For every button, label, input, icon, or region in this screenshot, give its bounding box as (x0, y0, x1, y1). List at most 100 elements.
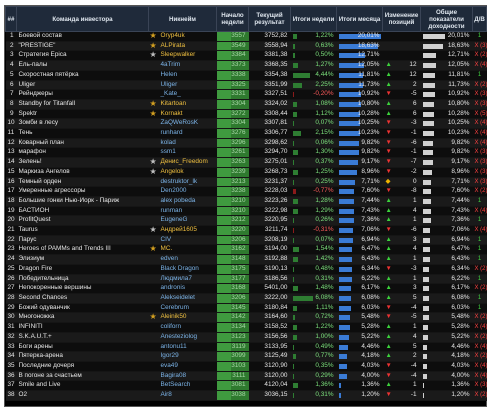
week-value: -0,31% (313, 226, 334, 234)
nickname-cell[interactable]: ★ MC. (148, 244, 217, 256)
table-row[interactable]: 16 Темный орден destruktor_lk 3213 3231,37 0,… (5, 177, 487, 188)
nickname-cell[interactable]: ★ Oryp4uk (148, 31, 217, 42)
nickname-cell[interactable]: Cerebrum (148, 303, 217, 314)
nickname-cell[interactable]: andronis (148, 283, 217, 294)
nickname-cell[interactable]: edven (148, 254, 217, 265)
arrow-up-icon: ▲ (385, 216, 392, 224)
table-row[interactable]: 10 Зомби в лесу ZaQWeRosK 3304 3307,81 0,07% 1… (5, 118, 487, 130)
rank-cell: 30 (5, 312, 17, 324)
nickname-cell[interactable]: ★ ALPirata (148, 41, 217, 52)
nickname-cell[interactable]: _Kate_ (148, 89, 217, 100)
table-row[interactable]: 38 O2 Air8 3038 3036,15 0,31% 1,20% ▼ -1 1,20% X (… (5, 390, 487, 401)
table-row[interactable]: 2 "PRESTIGE" ★ ALPirata 3549 3558,94 0,63% 18,6… (5, 41, 487, 52)
nickname-label: Uliger (160, 80, 178, 88)
nickname-cell[interactable]: alex pobeda (148, 196, 217, 207)
month-bar (338, 208, 355, 214)
nickname-cell[interactable]: ★ Денис_Freedom (148, 157, 217, 168)
star-icon: ★ (149, 50, 157, 60)
table-row[interactable]: 7 Рейнджеры _Kate_ 3331 3327,51 -0,20% 10,92% ▼… (5, 89, 487, 100)
nickname-cell[interactable]: Bagira08 (148, 371, 217, 382)
nickname-cell[interactable]: Black Dragon (148, 264, 217, 275)
table-row[interactable]: 36 В погоне за счастьем Bagira08 3111 3120,0… (5, 371, 487, 382)
table-row[interactable]: 15 Маркиза Ангелов ★ Angelok 3239 3268,73 1,25… (5, 167, 487, 178)
table-row[interactable]: 21 Taurus ★ Андрей1605 3220 3211,74 -0,31% 7,06… (5, 225, 487, 236)
table-row[interactable]: 9 Spektr ★ Kornakt 3272 3308,44 1,12% 10,28% ▲ 6 1… (5, 109, 487, 120)
nickname-cell[interactable]: 4aTrim (148, 60, 217, 71)
table-row[interactable]: 31 INFINITI coliforn 3134 3158,52 1,22% 5,28% ▲… (5, 322, 487, 333)
rank-cell: 10 (5, 118, 17, 130)
nickname-cell[interactable]: eva49 (148, 361, 217, 372)
table-row[interactable]: 26 Победительница Людмила7 3177 3186,56 0,31%… (5, 274, 487, 285)
nickname-cell[interactable]: ★ Aleinik50 (148, 312, 217, 324)
nickname-cell[interactable]: ★ Sleepwalker (148, 50, 217, 62)
table-row[interactable]: 33 Боги арены antonu11 3119 3133,95 0,49% 4,46… (5, 342, 487, 353)
position-change-value: -5 (410, 90, 417, 98)
nickname-cell[interactable]: CIV (148, 235, 217, 246)
table-row[interactable]: 37 Smile and Live BetSearch 3081 4120,04 1,36… (5, 380, 487, 392)
nickname-cell[interactable]: Air8 (148, 390, 217, 401)
nickname-cell[interactable]: Den2000 (148, 186, 217, 197)
nickname-cell[interactable]: Uliger (148, 80, 217, 91)
table-row[interactable]: 27 Непокоренные вершины andronis 3168 5401,0… (5, 283, 487, 294)
table-row[interactable]: 34 Пятерка-арена Igor29 3099 3125,49 0,77% 4,1… (5, 351, 487, 362)
table-row[interactable]: 23 Heroes of PAMMs and Trends III ★ MC. 3162… (5, 244, 487, 256)
position-change-cell: ▼ -5 (382, 312, 421, 324)
table-row[interactable]: 28 Second Chances Alekseidelet 3206 3222,00 6… (5, 293, 487, 304)
table-row[interactable]: 11 Тень runhard 3276 3306,77 2,15% 10,23% ▼ -1 10… (5, 128, 487, 139)
table-row[interactable]: 1 Боевой состав ★ Oryp4uk 3557 3752,82 1,22% 20… (5, 31, 487, 42)
table-row[interactable]: 5 Скоростная пятёрка Helen 3338 3354,38 4,44%… (5, 70, 487, 81)
arrow-up-icon: ▲ (385, 284, 392, 292)
nickname-cell[interactable]: ZaQWeRosK (148, 118, 217, 130)
nickname-cell[interactable]: ★ Kitartoan (148, 99, 217, 110)
nickname-cell[interactable]: ★ Андрей1605 (148, 225, 217, 236)
week-result-cell: 1,48% (290, 283, 337, 294)
nickname-cell[interactable]: ★ Angelok (148, 167, 217, 178)
table-row[interactable]: 8 Standby for Titanfall ★ Kitartoan 3304 3324… (5, 99, 487, 110)
nickname-cell[interactable]: Igor29 (148, 351, 217, 362)
nickname-cell[interactable]: kolad (148, 138, 217, 149)
week-start-value: 3331 (231, 90, 246, 98)
table-row[interactable]: 22 Парус CIV 3206 3208,19 0,07% 6,94% ▲ 3 6,94% 1 (5, 235, 487, 246)
nickname-cell[interactable]: coliforn (148, 322, 217, 333)
table-row[interactable]: 6 Uliger Uliger 3325 3351,99 2,25% 11,73% ▲ 2 11,… (5, 80, 487, 91)
table-row[interactable]: 24 Элизиум edven 3148 3192,88 1,42% 6,43% ▲ 1 6,4… (5, 254, 487, 265)
table-row[interactable]: 3 Стратегия Epica ★ Sleepwalker 3384 3381,38 0… (5, 50, 487, 62)
week-start-cell: 3331 (216, 89, 249, 100)
nickname-cell[interactable]: Alekseidelet (148, 293, 217, 304)
total-result-cell: 1,20% (420, 390, 473, 401)
nickname-cell[interactable]: Anesteziolog (148, 332, 217, 343)
nickname-cell[interactable]: antonu11 (148, 342, 217, 353)
nickname-cell[interactable]: destruktor_lk (148, 177, 217, 188)
nickname-cell[interactable]: BetSearch (148, 380, 217, 392)
nickname-cell[interactable]: Людмила7 (148, 274, 217, 285)
team-name-cell: Скоростная пятёрка (16, 70, 149, 81)
table-row[interactable]: 14 Зелень! ★ Денис_Freedom 3263 3275,01 0,37% 9… (5, 157, 487, 168)
table-row[interactable]: 30 Многоножка ★ Aleinik50 3142 3164,60 0,72% 5,… (5, 312, 487, 324)
table-row[interactable]: 4 Ель-палы 4aTrim 3373 3368,35 1,27% 12,05% ▲ 12… (5, 60, 487, 71)
table-row[interactable]: 25 Dragon Fire Black Dragon 3175 3190,13 0,48… (5, 264, 487, 275)
week-start-value: 3261 (231, 148, 246, 156)
nickname-cell[interactable]: EugeneG (148, 215, 217, 227)
week-bar (292, 111, 297, 117)
nickname-cell[interactable]: runman (148, 206, 217, 217)
week-bar (292, 344, 295, 350)
table-row[interactable]: 13 марафон ssm1 3261 3294,70 1,30% 9,82% ▼ -1 9,8… (5, 147, 487, 159)
arrow-down-icon: ▼ (385, 138, 392, 146)
dv-cell: X (4) (472, 371, 487, 382)
nickname-cell[interactable]: runhard (148, 128, 217, 139)
nickname-cell[interactable]: ★ Kornakt (148, 109, 217, 120)
table-row[interactable]: 20 ProfitQuest EugeneG 3212 3220,95 0,26% 7,36… (5, 215, 487, 227)
position-change-value: -1 (410, 148, 417, 156)
table-row[interactable]: 17 Умеренные агрессоры Den2000 3238 3228,03 -… (5, 186, 487, 197)
table-row[interactable]: 12 Коварный план kolad 3296 3298,62 0,06% 9,82… (5, 138, 487, 149)
table-row[interactable]: 29 Божий одуванчик Cerebrum 3145 3180,84 1,11… (5, 303, 487, 314)
table-row[interactable]: 32 S.K.A.U.T.+ Anesteziolog 3123 3156,56 1,00… (5, 332, 487, 343)
nickname-cell[interactable]: ssm1 (148, 147, 217, 159)
table-row[interactable]: 35 Последние дочеря eva49 3103 3120,90 0,35% 4… (5, 361, 487, 372)
current-result-cell: 3133,95 (248, 342, 291, 353)
nickname-cell[interactable]: Helen (148, 70, 217, 81)
month-value: 20,01% (357, 32, 380, 39)
table-row[interactable]: 19 БАСТИОН runman 3210 3222,98 1,29% 7,43% ▲ 4 7,… (5, 206, 487, 217)
table-row[interactable]: 18 Большие гонки Нью-Йорк - Париж alex pob… (5, 196, 487, 207)
week-start-cell: 3325 (216, 80, 249, 91)
